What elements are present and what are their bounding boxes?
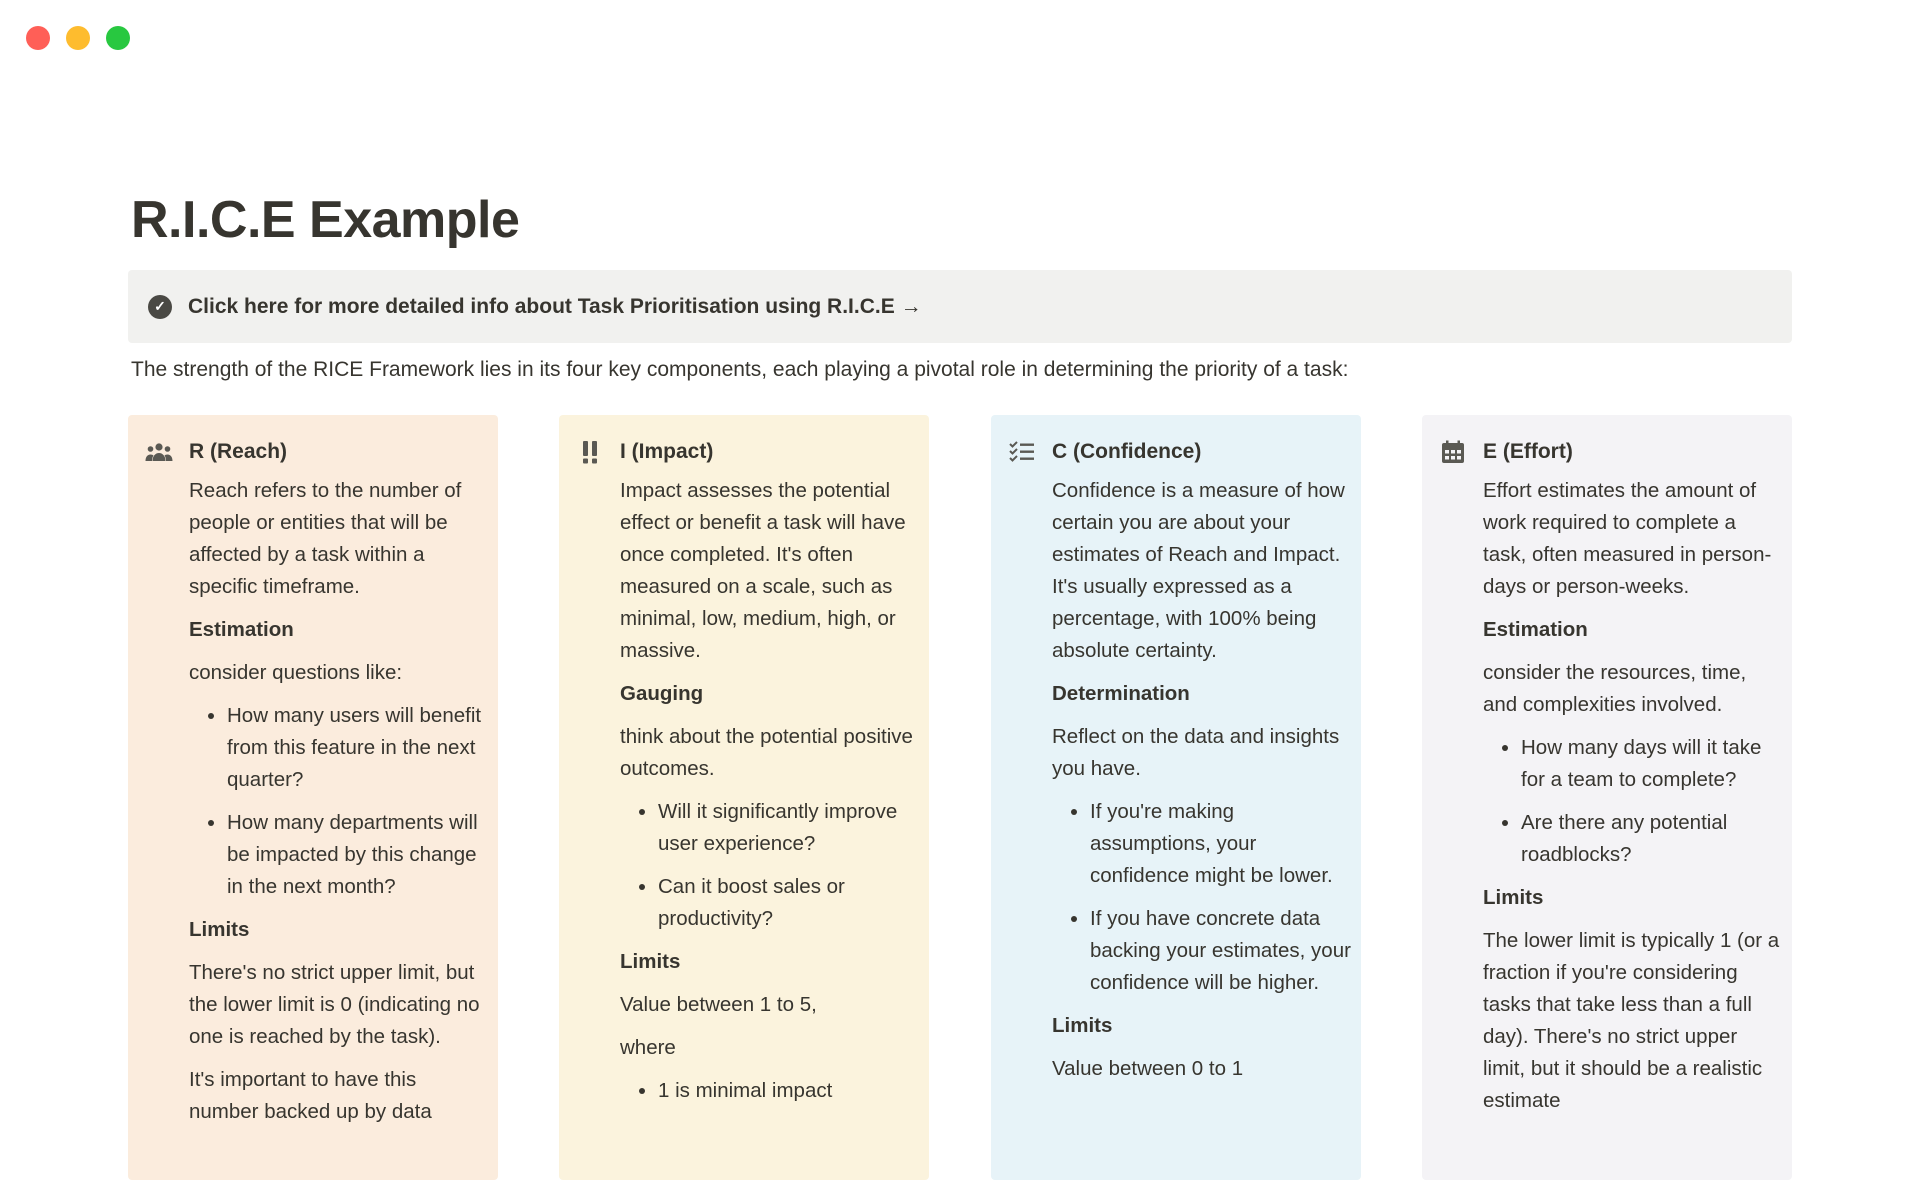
card-impact: I (Impact) Impact assesses the potential… xyxy=(559,415,929,1180)
section-heading: Limits xyxy=(620,950,681,973)
people-icon xyxy=(144,439,174,465)
zoom-window-button[interactable] xyxy=(106,26,130,50)
card-confidence: C (Confidence) Confidence is a measure o… xyxy=(991,415,1361,1180)
page-title: R.I.C.E Example xyxy=(131,191,520,249)
window-controls xyxy=(26,26,130,50)
paragraph: It's important to have this number backe… xyxy=(189,1068,432,1123)
paragraph: There's no strict upper limit, but the l… xyxy=(189,961,480,1048)
card-title: C (Confidence) xyxy=(1052,440,1202,463)
list-item: If you have concrete data backing your e… xyxy=(1090,903,1352,999)
bullet-list: How many days will it take for a team to… xyxy=(1483,732,1783,871)
section-heading: Estimation xyxy=(1483,618,1588,641)
card-header: I (Impact) xyxy=(575,439,713,465)
check-circle-icon: ✓ xyxy=(148,294,172,319)
paragraph: Effort estimates the amount of work requ… xyxy=(1483,479,1772,598)
bullet-list: 1 is minimal impact xyxy=(620,1075,920,1107)
paragraph: think about the potential positive outco… xyxy=(620,725,913,780)
card-header: C (Confidence) xyxy=(1007,439,1201,465)
paragraph: Impact assesses the potential effect or … xyxy=(620,479,906,662)
paragraph: where xyxy=(620,1036,676,1059)
section-heading: Determination xyxy=(1052,682,1190,705)
paragraph: Reach refers to the number of people or … xyxy=(189,479,462,598)
info-callout-link[interactable]: ✓ Click here for more detailed info abou… xyxy=(128,270,1792,343)
close-window-button[interactable] xyxy=(26,26,50,50)
list-item: Can it boost sales or productivity? xyxy=(658,871,920,935)
bullet-list: How many users will benefit from this fe… xyxy=(189,700,489,903)
paragraph: Value between 1 to 5, xyxy=(620,993,817,1016)
list-item: How many users will benefit from this fe… xyxy=(227,700,489,796)
double-exclamation-icon xyxy=(575,439,605,465)
paragraph: Confidence is a measure of how certain y… xyxy=(1052,479,1345,662)
intro-text: The strength of the RICE Framework lies … xyxy=(131,358,1349,381)
list-item: How many departments will be impacted by… xyxy=(227,807,489,903)
card-title: E (Effort) xyxy=(1483,440,1573,463)
bullet-list: If you're making assumptions, your confi… xyxy=(1052,796,1352,999)
paragraph: consider questions like: xyxy=(189,661,403,684)
list-item: Are there any potential roadblocks? xyxy=(1521,807,1783,871)
section-heading: Estimation xyxy=(189,618,294,641)
paragraph: The lower limit is typically 1 (or a fra… xyxy=(1483,929,1780,1112)
paragraph: Reflect on the data and insights you hav… xyxy=(1052,725,1340,780)
card-reach: R (Reach) Reach refers to the number of … xyxy=(128,415,498,1180)
checklist-icon xyxy=(1007,439,1037,465)
list-item: 1 is minimal impact xyxy=(658,1075,920,1107)
section-heading: Limits xyxy=(1052,1014,1113,1037)
card-body: Reach refers to the number of people or … xyxy=(189,475,489,1139)
list-item: How many days will it take for a team to… xyxy=(1521,732,1783,796)
card-body: Confidence is a measure of how certain y… xyxy=(1052,475,1352,1096)
section-heading: Limits xyxy=(189,918,250,941)
section-heading: Gauging xyxy=(620,682,704,705)
card-title: I (Impact) xyxy=(620,440,714,463)
card-title: R (Reach) xyxy=(189,440,288,463)
list-item: Will it significantly improve user exper… xyxy=(658,796,920,860)
list-item: If you're making assumptions, your confi… xyxy=(1090,796,1352,892)
callout-text[interactable]: Click here for more detailed info about … xyxy=(188,294,922,318)
bullet-list: Will it significantly improve user exper… xyxy=(620,796,920,935)
card-body: Effort estimates the amount of work requ… xyxy=(1483,475,1783,1128)
card-body: Impact assesses the potential effect or … xyxy=(620,475,920,1118)
card-header: E (Effort) xyxy=(1438,439,1573,465)
paragraph: Value between 0 to 1 xyxy=(1052,1057,1244,1080)
section-heading: Limits xyxy=(1483,886,1544,909)
card-effort: E (Effort) Effort estimates the amount o… xyxy=(1422,415,1792,1180)
card-header: R (Reach) xyxy=(144,439,287,465)
minimize-window-button[interactable] xyxy=(66,26,90,50)
paragraph: consider the resources, time, and comple… xyxy=(1483,661,1747,716)
calendar-icon xyxy=(1438,439,1468,465)
